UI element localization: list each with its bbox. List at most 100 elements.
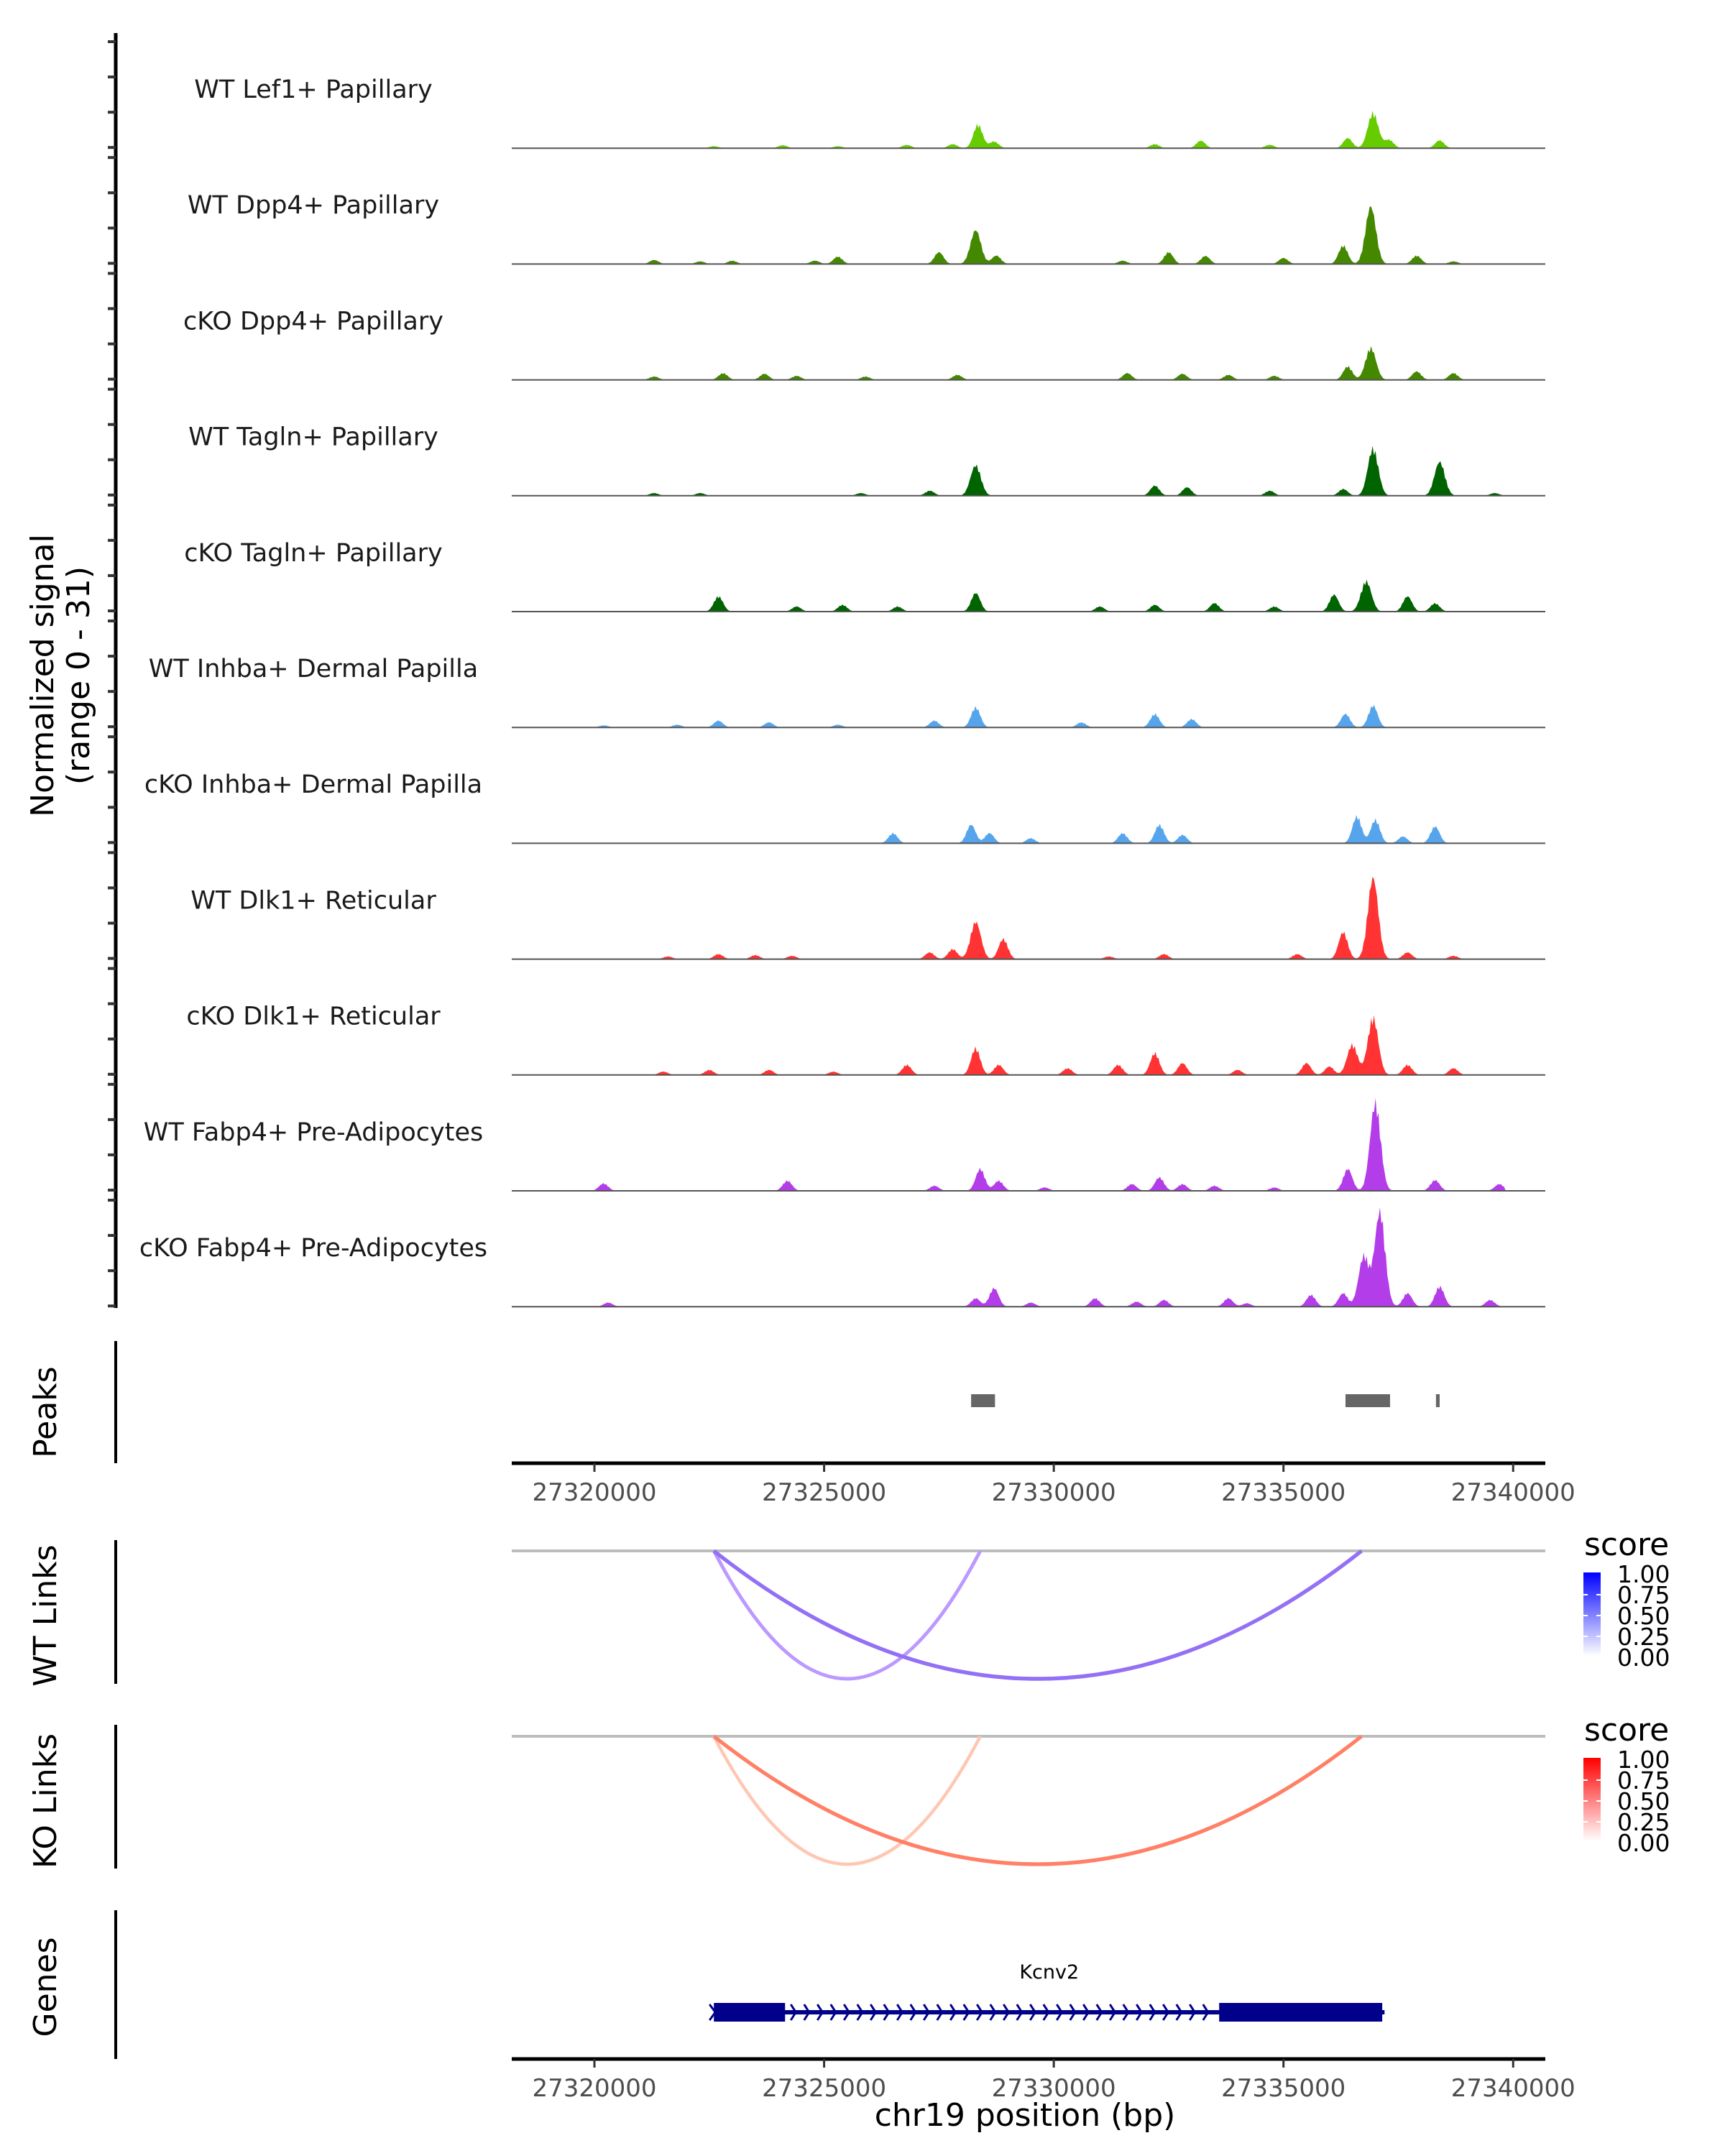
legend-title: score	[1584, 1712, 1669, 1749]
ko-links-label: KO Links	[27, 1733, 64, 1869]
track-label: WT Dpp4+ Papillary	[188, 191, 439, 220]
legend-title: score	[1584, 1526, 1669, 1563]
strand-arrow-icon	[1095, 2004, 1103, 2021]
legend-colorbar	[1583, 1572, 1601, 1656]
gene-exon	[714, 2003, 786, 2022]
strand-arrow-icon	[870, 2004, 878, 2021]
coverage-track: cKO Dlk1+ Reticular	[186, 1003, 1545, 1076]
track-label: WT Dlk1+ Reticular	[190, 886, 436, 915]
strand-arrow-icon	[1069, 2004, 1077, 2021]
genes-track-label: Genes	[27, 1937, 64, 2037]
x-axis-bottom: 27320000 27325000 27330000 27335000 27340000	[512, 2057, 1576, 2103]
coverage-track: WT Tagln+ Papillary	[188, 423, 1545, 497]
legend-tick-label: 0.50	[1617, 1602, 1670, 1630]
signal-area	[512, 446, 1545, 496]
legend-tick-label: 0.25	[1617, 1808, 1670, 1836]
strand-arrow-icon	[1016, 2004, 1024, 2021]
link-arc	[712, 1734, 1363, 1866]
legend-colorbar	[1583, 1758, 1601, 1841]
strand-arrow-icon	[1175, 2004, 1183, 2021]
x-tick-label: 27325000	[762, 2074, 886, 2103]
strand-arrow-icon	[1042, 2004, 1050, 2021]
strand-arrow-icon	[843, 2004, 851, 2021]
link-arc	[712, 1735, 982, 1866]
x-tick-label: 27340000	[1451, 2074, 1576, 2103]
strand-arrow-icon	[976, 2004, 984, 2021]
signal-area	[512, 110, 1545, 149]
track-label: WT Inhba+ Dermal Papilla	[149, 655, 478, 683]
strand-arrow-icon	[856, 2004, 864, 2021]
strand-arrow-icon	[1162, 2004, 1170, 2021]
coverage-track: WT Dlk1+ Reticular	[190, 876, 1545, 960]
coverage-ylabel: Normalized signal (range 0 - 31)	[24, 534, 97, 817]
strand-arrow-icon	[1189, 2004, 1197, 2021]
coverage-track: cKO Inhba+ Dermal Papilla	[144, 770, 1545, 844]
coverage-ylabel-line1: Normalized signal	[24, 534, 61, 817]
signal-area	[512, 814, 1545, 844]
peak-regions	[971, 1394, 1440, 1407]
strand-arrow-icon	[1029, 2004, 1037, 2021]
legend-tick-label: 0.25	[1617, 1623, 1670, 1651]
strand-arrow-icon	[923, 2004, 931, 2021]
legend-tick-label: 0.00	[1617, 1829, 1670, 1857]
x-tick-label: 27320000	[533, 2074, 657, 2103]
coverage-ylabel-line2: (range 0 - 31)	[60, 566, 97, 785]
x-tick-label: 27330000	[992, 1478, 1116, 1507]
gene-name-label: Kcnv2	[1019, 1961, 1079, 1984]
score-legends: score1.000.750.500.250.00score1.000.750.…	[1583, 1526, 1670, 1857]
peak-region	[1435, 1394, 1440, 1407]
strand-arrow-icon	[962, 2004, 970, 2021]
strand-arrow-icon	[1109, 2004, 1117, 2021]
strand-arrow-icon	[1149, 2004, 1156, 2021]
track-label: WT Lef1+ Papillary	[194, 75, 433, 104]
links-tracks	[512, 1549, 1545, 1866]
coverage-track: WT Fabp4+ Pre-Adipocytes	[144, 1097, 1545, 1192]
strand-arrow-icon	[829, 2004, 837, 2021]
legend-tick-label: 1.00	[1617, 1560, 1670, 1588]
gene-model: Kcnv2	[708, 1961, 1385, 2022]
signal-area	[512, 1015, 1545, 1075]
coverage-track: WT Inhba+ Dermal Papilla	[149, 655, 1545, 729]
peak-region	[1345, 1394, 1390, 1407]
strand-arrow-icon	[1136, 2004, 1144, 2021]
strand-arrow-icon	[936, 2004, 944, 2021]
track-label: cKO Dpp4+ Papillary	[183, 307, 443, 336]
legend-tick-label: 0.75	[1617, 1766, 1670, 1795]
links-track	[512, 1549, 1545, 1681]
signal-area	[512, 579, 1545, 612]
strand-arrow-icon	[1122, 2004, 1130, 2021]
strand-arrow-icon	[1003, 2004, 1011, 2021]
x-tick-label: 27320000	[533, 1478, 657, 1507]
links-track	[512, 1734, 1545, 1866]
gene-track: Kcnv2	[708, 1961, 1385, 2022]
peaks-track-label: Peaks	[27, 1366, 64, 1457]
strand-arrow-icon	[1202, 2004, 1210, 2021]
x-axis-top: 27320000 27325000 27330000 27335000 27340000	[512, 1461, 1576, 1507]
track-label: cKO Tagln+ Papillary	[184, 539, 443, 568]
signal-area	[512, 1207, 1545, 1307]
legend-tick-label: 0.75	[1617, 1581, 1670, 1609]
track-label: WT Fabp4+ Pre-Adipocytes	[144, 1118, 483, 1147]
strand-arrow-icon	[1056, 2004, 1064, 2021]
strand-arrow-icon	[909, 2004, 917, 2021]
x-tick-label: 27325000	[762, 1478, 886, 1507]
track-label: WT Tagln+ Papillary	[188, 423, 438, 452]
strand-arrow-icon	[1082, 2004, 1090, 2021]
coverage-track: cKO Fabp4+ Pre-Adipocytes	[139, 1207, 1545, 1308]
legend-tick-label: 1.00	[1617, 1746, 1670, 1774]
x-axis-title: chr19 position (bp)	[875, 2097, 1176, 2134]
gene-exon	[1219, 2003, 1383, 2022]
peak-region	[971, 1394, 995, 1407]
x-tick-label: 27340000	[1451, 1478, 1576, 1507]
strand-arrow-icon	[949, 2004, 957, 2021]
wt-links-label: WT Links	[27, 1544, 64, 1686]
coverage-y-ticks	[108, 40, 116, 1308]
strand-arrow-icon	[896, 2004, 904, 2021]
strand-arrow-icon	[989, 2004, 997, 2021]
signal-area	[512, 704, 1545, 728]
strand-arrow-icon	[790, 2004, 798, 2021]
coverage-track: WT Dpp4+ Papillary	[188, 191, 1545, 265]
coverage-tracks: WT Lef1+ Papillary WT Dpp4+ Papillary cKO …	[139, 75, 1545, 1308]
coverage-track: cKO Dpp4+ Papillary	[183, 307, 1545, 381]
